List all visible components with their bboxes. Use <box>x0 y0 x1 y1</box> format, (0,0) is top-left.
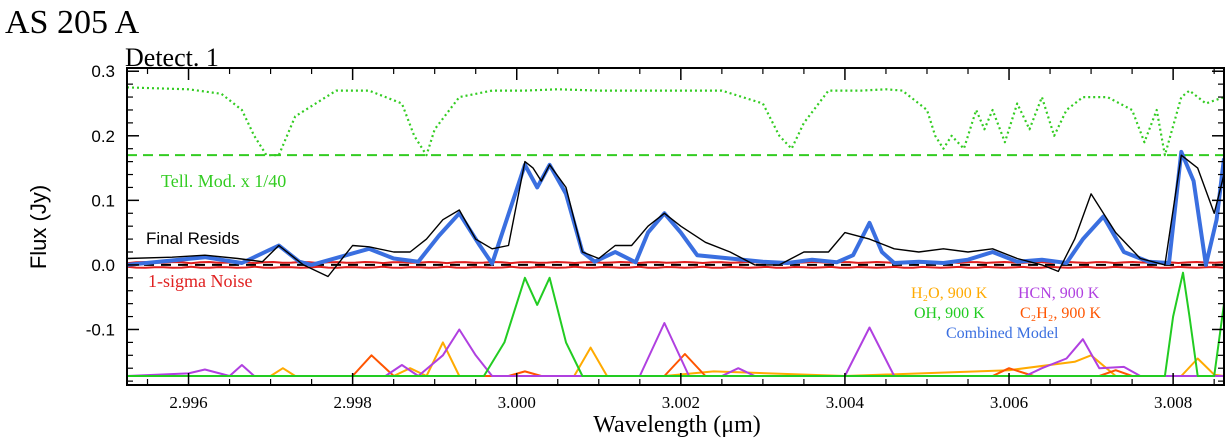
y-tick-label: 0.2 <box>91 127 115 146</box>
axes: 2.996 2.998 3.000 3.002 3.004 3.006 3.008 -0.1 0… <box>86 62 1225 412</box>
x-tick-label: 3.008 <box>1154 393 1192 412</box>
y-tick-label: 0.1 <box>91 191 115 210</box>
chart-subtitle: Detect. 1 <box>125 43 219 72</box>
label-h2o: H₂O, 900 K <box>911 285 988 302</box>
x-tick-label: 3.002 <box>662 393 700 412</box>
series-hcn-900-k <box>127 322 1224 377</box>
label-oh: OH, 900 K <box>914 305 985 322</box>
series-combined-model <box>127 149 1224 267</box>
label-combined-model: Combined Model <box>946 325 1059 342</box>
series-final-resids <box>127 154 1224 278</box>
y-tick-label: -0.1 <box>86 320 115 339</box>
chart-title: AS 205 A <box>5 4 140 41</box>
x-axis-label: Wavelength (μm) <box>593 412 761 438</box>
label-c2h2: C₂H₂, 900 K <box>1020 305 1101 322</box>
y-axis-label: Flux (Jy) <box>26 185 51 269</box>
noise-band-upper <box>127 260 1224 265</box>
x-tick-label: 3.004 <box>826 393 865 412</box>
x-tick-label: 2.996 <box>169 393 207 412</box>
series-tell-mod-x-1-40 <box>127 86 1224 157</box>
plot-area <box>127 86 1224 377</box>
x-tick-label: 3.006 <box>990 393 1028 412</box>
series-group <box>127 86 1224 377</box>
series-oh-900-k <box>127 271 1224 377</box>
x-tick-label: 3.000 <box>498 393 536 412</box>
label-telluric: Tell. Mod. x 1/40 <box>161 171 286 191</box>
label-hcn: HCN, 900 K <box>1018 285 1100 302</box>
y-tick-label: 0.3 <box>91 62 115 81</box>
y-tick-label: 0.0 <box>91 256 115 275</box>
label-noise: 1-sigma Noise <box>148 271 252 291</box>
x-tick-label: 2.998 <box>334 393 372 412</box>
label-final-resids: Final Resids <box>146 229 240 248</box>
